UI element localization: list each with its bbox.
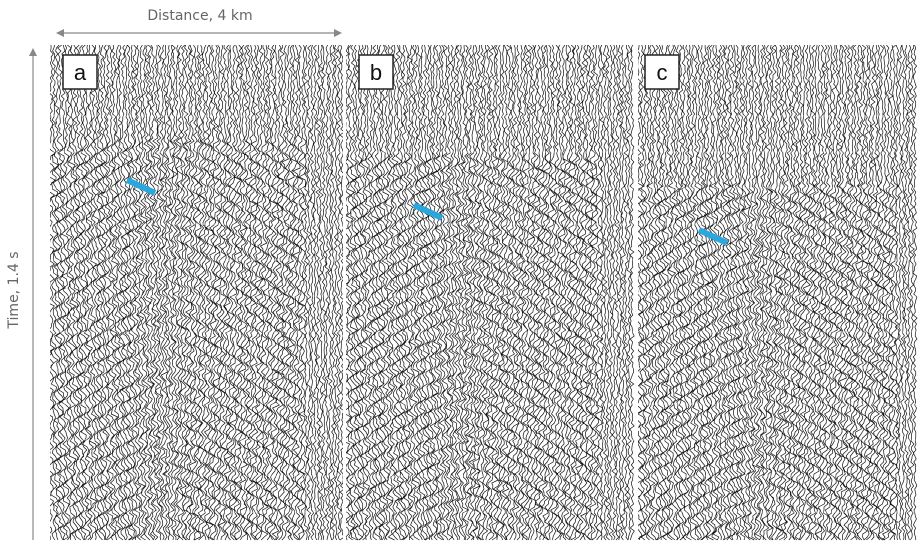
blue-arrow (412, 202, 444, 221)
label-box (62, 54, 98, 90)
arrow-head (29, 48, 37, 56)
distance-label: Distance, 4 km (147, 8, 252, 24)
wiggle-traces (346, 45, 635, 541)
wiggle-traces (638, 45, 918, 541)
label-box (358, 54, 394, 90)
label-box (644, 54, 680, 90)
panel-label: a (74, 60, 87, 85)
blue-arrow (697, 227, 729, 246)
seismic-traces (50, 45, 918, 541)
panel-label: b (370, 60, 382, 85)
blue-arrow (125, 177, 157, 196)
wiggle-traces (50, 45, 343, 541)
panel-label: c (657, 60, 668, 85)
time-label: Time, 1.4 s (6, 251, 22, 329)
